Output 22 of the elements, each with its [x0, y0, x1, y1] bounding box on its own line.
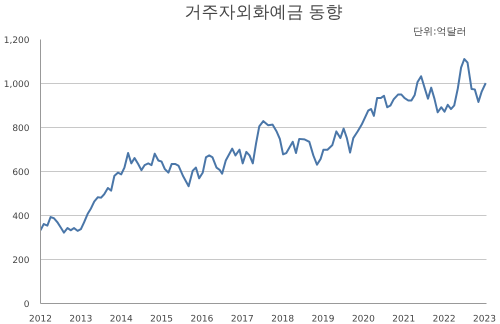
x-tick-label: 2020 — [352, 314, 376, 324]
y-tick-label: 400 — [12, 212, 30, 222]
chart-title: 거주자외화예금 동향 — [184, 2, 343, 22]
x-tick-label: 2014 — [110, 314, 133, 324]
x-tick-label: 2017 — [230, 314, 254, 324]
y-tick-label: 0 — [24, 300, 30, 310]
x-tick-label: 2019 — [312, 314, 335, 324]
x-tick-label: 2023 — [473, 314, 496, 324]
x-tick-label: 2013 — [69, 314, 92, 324]
text: 단위:억달러 — [413, 26, 467, 38]
x-tick-label: 2021 — [392, 314, 416, 324]
x-tick-label: 2015 — [150, 314, 174, 324]
y-tick-label: 1,000 — [4, 80, 30, 90]
x-tick-label: 2012 — [29, 314, 52, 324]
line-series — [40, 58, 486, 234]
x-tick-label: 2018 — [271, 314, 294, 324]
x-tick-label: 2016 — [190, 314, 214, 324]
y-tick-label: 1,200 — [4, 36, 30, 46]
y-tick-label: 600 — [12, 168, 30, 178]
y-tick-label: 200 — [12, 256, 30, 266]
y-tick-label: 800 — [12, 124, 30, 134]
x-tick-label: 2022 — [432, 314, 456, 324]
